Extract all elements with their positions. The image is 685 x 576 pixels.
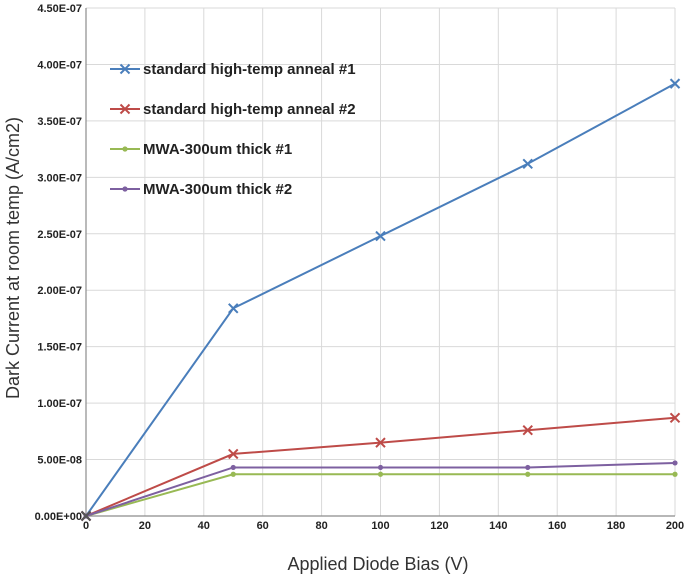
legend-item-2: standard high-temp anneal #2 <box>110 101 356 118</box>
legend-item-3: MWA-300um thick #1 <box>110 141 292 158</box>
legend-label: standard high-temp anneal #1 <box>143 61 356 78</box>
series-4-point <box>525 464 531 471</box>
series-2-point-stroke <box>375 437 386 448</box>
legend-marker <box>122 146 128 152</box>
legend-marker <box>119 63 131 75</box>
series-4-point <box>377 464 384 471</box>
y-tick-label: 2.50E-07 <box>37 229 82 241</box>
x-tick-label: 120 <box>430 520 448 532</box>
y-tick-label: 4.00E-07 <box>37 59 82 71</box>
series-3-point <box>525 471 531 477</box>
y-tick-label: 1.50E-07 <box>37 342 82 354</box>
x-tick-label: 200 <box>666 520 684 532</box>
y-tick-label: 5.00E-08 <box>37 455 82 467</box>
series-2-point-stroke <box>522 424 533 436</box>
series-2-point <box>228 448 239 460</box>
series-1-point <box>228 303 239 314</box>
x-tick-labels: 0 20 40 60 80 100 120 140 160 180 200 <box>83 520 684 532</box>
x-tick-label: 160 <box>548 520 566 532</box>
x-tick-label: 40 <box>198 520 210 532</box>
x-tick-label: 60 <box>257 520 269 532</box>
x-tick-label: 100 <box>371 520 389 532</box>
legend-item-4: MWA-300um thick #2 <box>110 181 292 198</box>
series-1-point-stroke <box>228 303 239 314</box>
series-1-point <box>375 230 386 242</box>
series-2-point <box>522 424 533 436</box>
series-3-point <box>672 471 678 477</box>
series-2-point <box>375 437 386 448</box>
series-2-point-stroke <box>669 412 681 423</box>
legend-marker-stroke <box>119 103 131 115</box>
y-axis-title: Dark Current at room temp (A/cm2) <box>3 117 23 399</box>
legend-label: standard high-temp anneal #2 <box>143 101 356 118</box>
series-1-point <box>669 78 681 89</box>
series-3-point <box>230 471 236 477</box>
y-tick-label: 0.00E+00 <box>35 511 82 523</box>
x-axis-title: Applied Diode Bias (V) <box>287 554 468 574</box>
x-tick-label: 180 <box>607 520 625 532</box>
y-tick-label: 3.50E-07 <box>37 116 82 128</box>
legend-marker <box>119 103 131 115</box>
origin-point-stroke <box>80 510 92 522</box>
data-series <box>80 78 681 522</box>
y-tick-label: 4.50E-07 <box>37 3 82 15</box>
series-1-point-stroke <box>522 158 533 169</box>
y-tick-label: 3.00E-07 <box>37 172 82 184</box>
origin-point <box>80 510 92 522</box>
series-4-point <box>230 464 236 471</box>
x-tick-label: 140 <box>489 520 507 532</box>
series-1-point <box>522 158 533 169</box>
x-tick-label: 0 <box>83 520 89 532</box>
legend-marker-stroke <box>119 63 131 75</box>
x-tick-label: 80 <box>315 520 327 532</box>
gridlines <box>86 7 676 516</box>
legend-item-1: standard high-temp anneal #1 <box>110 61 356 78</box>
legend-label: MWA-300um thick #1 <box>143 141 292 158</box>
y-tick-labels: 0.00E+00 5.00E-08 1.00E-07 1.50E-07 2.00E-07… <box>35 3 82 523</box>
series-3-point <box>377 471 384 477</box>
series-1-point-stroke <box>669 78 681 89</box>
legend: standard high-temp anneal #1 standard hig… <box>110 61 356 198</box>
legend-label: MWA-300um thick #2 <box>143 181 292 198</box>
series-2-point <box>669 412 681 423</box>
series-2-point-stroke <box>228 448 239 460</box>
y-tick-label: 1.00E-07 <box>37 398 82 410</box>
axes <box>85 8 675 517</box>
series-1-point-stroke <box>375 230 386 242</box>
y-tick-label: 2.00E-07 <box>37 285 82 297</box>
legend-marker <box>122 186 128 192</box>
x-tick-label: 20 <box>139 520 151 532</box>
series-4-point <box>672 460 678 466</box>
